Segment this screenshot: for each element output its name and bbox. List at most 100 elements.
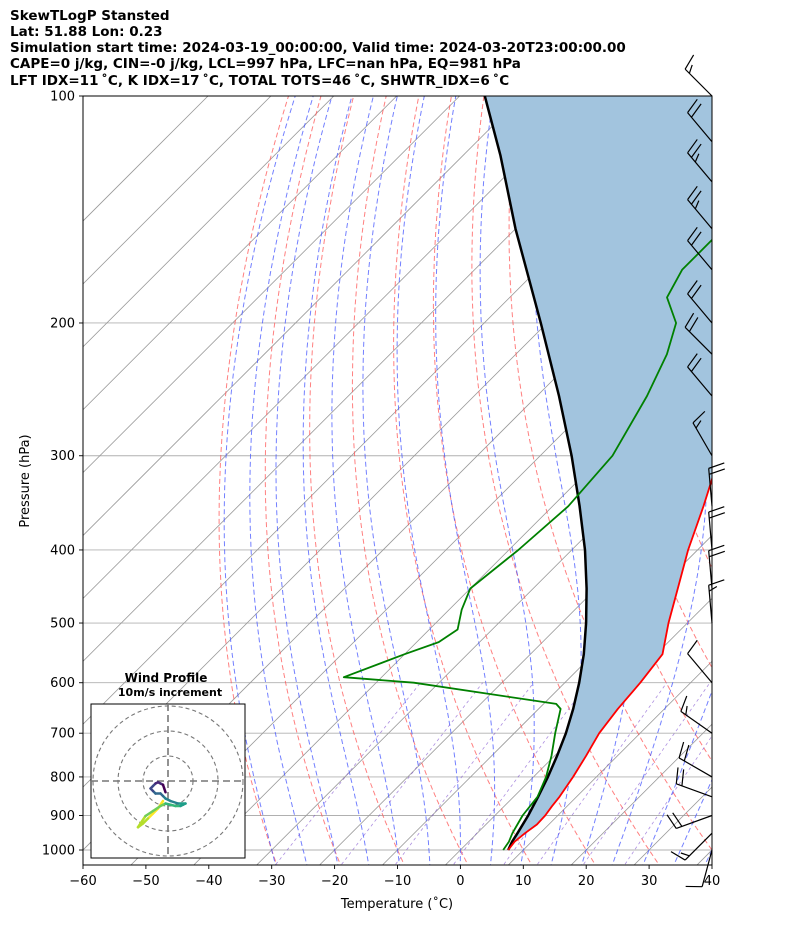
- moist-adiabat-line: [734, 79, 794, 869]
- barb-staff: [684, 832, 713, 861]
- isotherm-line: [756, 79, 794, 869]
- dry-adiabat-line: [432, 96, 597, 865]
- moist-adiabat-line: [704, 848, 712, 865]
- barb-feather: [680, 695, 688, 712]
- wind-barb: [687, 280, 713, 324]
- barb-staff: [701, 849, 713, 887]
- mixing-ratio-line: [394, 682, 534, 865]
- moist-adiabat-line: [275, 96, 339, 865]
- barb-staff: [708, 585, 713, 624]
- isotherm-line: [83, 96, 461, 474]
- wind-barb: [680, 695, 713, 734]
- barb-feather: [709, 512, 725, 519]
- isotherm-line: [507, 660, 712, 865]
- hodograph-trace-segment: [151, 804, 162, 813]
- isotherm-line: [130, 283, 712, 865]
- hodograph-trace-segment: [169, 799, 180, 805]
- x-tick-label: −30: [258, 874, 285, 889]
- dry-adiabat-line: [351, 96, 469, 865]
- wind-barb: [687, 185, 713, 230]
- x-tick-label: 10: [515, 874, 532, 889]
- barb-feather: [692, 410, 706, 424]
- barb-feather: [690, 103, 702, 118]
- wind-barb: [708, 462, 725, 507]
- wind-barb: [684, 312, 713, 355]
- barb-feather: [680, 852, 690, 857]
- barb-feather: [688, 64, 693, 74]
- y-tick-label: 100: [50, 90, 75, 105]
- wind-barb: [684, 54, 713, 97]
- barb-feather: [690, 143, 702, 158]
- y-tick-label: 700: [50, 727, 75, 742]
- barb-staff: [708, 550, 713, 589]
- isotherm-line: [570, 723, 712, 865]
- hodograph-trace-segment: [163, 787, 167, 794]
- profile-lines: [342, 96, 712, 851]
- wind-barb: [687, 226, 713, 271]
- wind-barb: [687, 639, 713, 684]
- chart-title: SkewTLogP Stansted: [10, 8, 170, 24]
- isotherm-line: [83, 96, 398, 411]
- wind-barb: [675, 767, 713, 798]
- barb-staff: [678, 757, 713, 778]
- barb-staff: [687, 199, 713, 230]
- hodograph-trace-segment: [144, 809, 155, 818]
- barb-staff: [708, 512, 713, 551]
- x-tick-label: −20: [321, 874, 348, 889]
- moist-adiabat-line: [435, 96, 496, 865]
- barb-feather: [684, 54, 695, 70]
- barb-staff: [684, 326, 713, 355]
- cin-shaded-area: [484, 96, 712, 850]
- isotherm-line: [83, 96, 335, 348]
- barb-feather: [694, 153, 700, 163]
- y-tick-label: 300: [50, 449, 75, 464]
- barb-staff: [692, 422, 713, 457]
- wind-barb: [687, 98, 713, 143]
- hodograph-title: Wind Profile: [125, 671, 208, 685]
- barb-staff: [687, 366, 713, 397]
- barb-feather: [683, 744, 690, 762]
- barb-staff: [676, 814, 713, 830]
- isotherm-line: [381, 534, 712, 865]
- moist-adiabat-line: [362, 96, 431, 865]
- barb-feather: [708, 544, 725, 552]
- x-tick-label: −10: [384, 874, 411, 889]
- barb-feather: [687, 98, 698, 114]
- dry-adiabat-line: [264, 96, 342, 865]
- x-tick-label: 40: [704, 874, 721, 889]
- wind-barb: [692, 410, 713, 457]
- moist-adiabat-line: [611, 96, 708, 865]
- barb-staff: [680, 710, 713, 734]
- moist-adiabat-line: [673, 778, 712, 865]
- x-tick-label: 0: [456, 874, 464, 889]
- barb-feather: [678, 741, 685, 759]
- barb-staff: [687, 112, 713, 143]
- y-tick-label: 400: [50, 543, 75, 558]
- barb-feather: [684, 312, 695, 328]
- barb-staff: [676, 783, 713, 798]
- barb-feather: [666, 814, 677, 829]
- dry-adiabat-line: [218, 96, 290, 865]
- wind-barb: [666, 812, 713, 830]
- barb-feather: [685, 705, 688, 715]
- barb-feather: [708, 585, 718, 592]
- barb-feather: [690, 284, 702, 299]
- x-tick-label: −40: [195, 874, 222, 889]
- x-tick-label: 30: [641, 874, 658, 889]
- barb-feather: [708, 462, 725, 469]
- y-axis-label: Pressure (hPa): [18, 434, 33, 527]
- parcel-profile-line: [483, 96, 588, 851]
- mixing-ratio-line: [452, 682, 589, 865]
- barb-feather: [681, 769, 685, 786]
- barb-feather: [670, 851, 686, 861]
- y-tick-label: 600: [50, 676, 75, 691]
- wind-barb: [708, 544, 725, 589]
- barb-feather: [690, 190, 702, 205]
- station-location: Lat: 51.88 Lon: 0.23: [10, 24, 163, 40]
- dry-adiabat-line: [471, 96, 660, 865]
- dry-adiabat-line: [743, 79, 794, 869]
- mixing-ratio-line: [340, 682, 484, 865]
- y-tick-label: 800: [50, 770, 75, 785]
